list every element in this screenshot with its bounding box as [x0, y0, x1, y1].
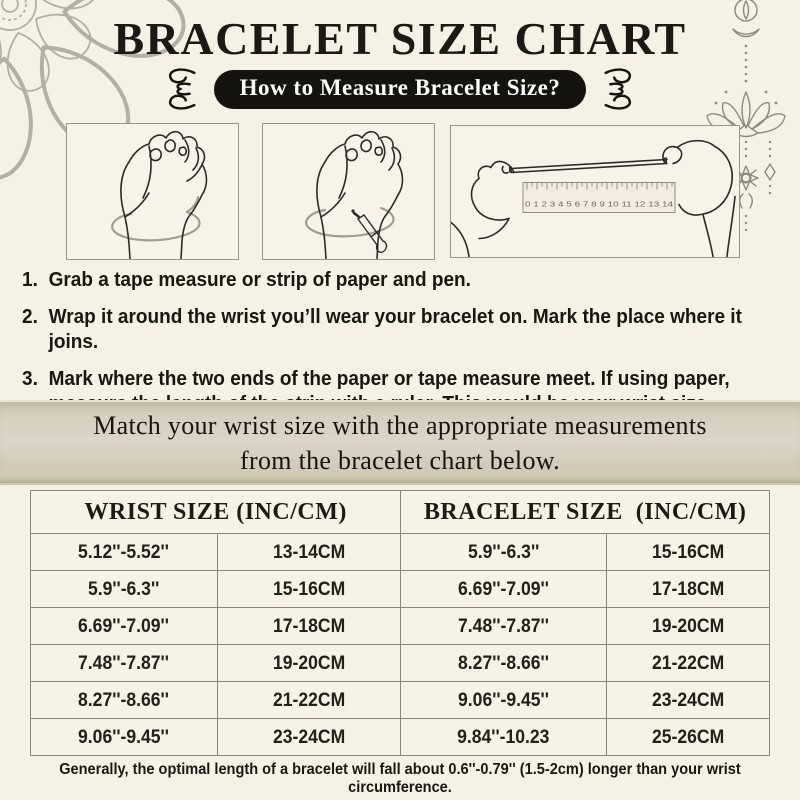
fist-with-pen-icon	[305, 130, 404, 259]
table-cell: 15-16CM	[606, 533, 770, 571]
table-cell: 23-24CM	[606, 681, 770, 719]
footer-note: Generally, the optimal length of a brace…	[59, 761, 741, 796]
table-cell: 25-26CM	[606, 718, 770, 756]
table-row: 9.06''-9.45'' 23-24CM 9.84''-10.23 25-26…	[30, 718, 770, 756]
table-cell: 13-14CM	[216, 533, 402, 571]
step-text: Wrap it around the wrist you’ll wear you…	[48, 306, 742, 353]
step-text: Grab a tape measure or strip of paper an…	[48, 269, 471, 291]
page-title: BRACELET SIZE CHART	[113, 13, 687, 64]
strip-end-mark-left	[509, 166, 512, 173]
step-2: 2. Wrap it around the wrist you’ll wear …	[22, 305, 793, 354]
subtitle-row: How to Measure Bracelet Size?	[0, 66, 800, 112]
table-cell: 9.06''-9.45''	[30, 718, 218, 756]
how-to-measure-pill: How to Measure Bracelet Size?	[213, 69, 587, 109]
step-number: 1.	[22, 269, 38, 291]
table-cell: 9.06''-9.45''	[400, 681, 608, 719]
table-cell: 5.9''-6.3''	[30, 570, 218, 608]
table-cell: 17-18CM	[216, 607, 402, 645]
table-cell: 5.12''-5.52''	[30, 533, 218, 571]
table-cell: 6.69''-7.09''	[30, 607, 218, 645]
table-cell: 17-18CM	[606, 570, 770, 608]
flourish-right-icon	[604, 68, 632, 110]
step-number: 3.	[22, 368, 38, 391]
ruler-numbers: 0 1 2 3 4 5 6 7 8 9 10 11 12 13 14	[525, 200, 673, 209]
table-row: 8.27''-8.66'' 21-22CM 9.06''-9.45'' 23-2…	[30, 681, 770, 719]
ruler	[522, 182, 676, 213]
illustration-wrap-tape-box	[66, 123, 239, 260]
table-row: 7.48''-7.87'' 19-20CM 8.27''-8.66'' 21-2…	[30, 644, 770, 682]
table-cell: 9.84''-10.23	[400, 718, 608, 756]
table-row: 6.69''-7.09'' 17-18CM 7.48''-7.87'' 19-2…	[30, 607, 770, 645]
table-header-row: WRIST SIZE (INC/CM) BRACELET SIZE (INC/C…	[29, 490, 770, 534]
step-number: 2.	[22, 306, 38, 329]
illustration-mark-pen-box	[262, 123, 435, 260]
match-size-banner: Match your wrist size with the appropria…	[0, 400, 800, 485]
illustration-ruler-box: 0 1 2 3 4 5 6 7 8 9 10 11 12 13 14	[450, 125, 740, 258]
table-cell: 8.27''-8.66''	[400, 644, 608, 682]
table-cell: 15-16CM	[216, 570, 402, 608]
table-cell: 21-22CM	[216, 681, 402, 719]
table-cell: 7.48''-7.87''	[30, 644, 218, 682]
strip-end-mark-right	[664, 157, 667, 164]
step-1: 1. Grab a tape measure or strip of paper…	[22, 268, 793, 292]
wrist-size-header: WRIST SIZE (INC/CM)	[29, 490, 402, 534]
table-cell: 19-20CM	[606, 607, 770, 645]
hands-with-ruler-icon: 0 1 2 3 4 5 6 7 8 9 10 11 12 13 14	[451, 139, 736, 257]
table-cell: 7.48''-7.87''	[400, 607, 608, 645]
table-cell: 6.69''-7.09''	[400, 570, 608, 608]
fist-with-tape-icon	[111, 130, 208, 259]
table-cell: 5.9''-6.3''	[400, 533, 608, 571]
table-row: 5.9''-6.3'' 15-16CM 6.69''-7.09'' 17-18C…	[30, 570, 770, 608]
flourish-left-icon	[168, 68, 196, 110]
table-cell: 21-22CM	[606, 644, 770, 682]
banner-line-2: from the bracelet chart below.	[240, 445, 560, 475]
table-row: 5.12''-5.52'' 13-14CM 5.9''-6.3'' 15-16C…	[30, 533, 770, 571]
table-cell: 23-24CM	[216, 718, 402, 756]
bracelet-size-header: BRACELET SIZE (INC/CM)	[400, 490, 770, 534]
banner-line-1: Match your wrist size with the appropria…	[93, 410, 707, 440]
table-cell: 19-20CM	[216, 644, 402, 682]
size-table: WRIST SIZE (INC/CM) BRACELET SIZE (INC/C…	[29, 490, 770, 756]
table-cell: 8.27''-8.66''	[30, 681, 218, 719]
